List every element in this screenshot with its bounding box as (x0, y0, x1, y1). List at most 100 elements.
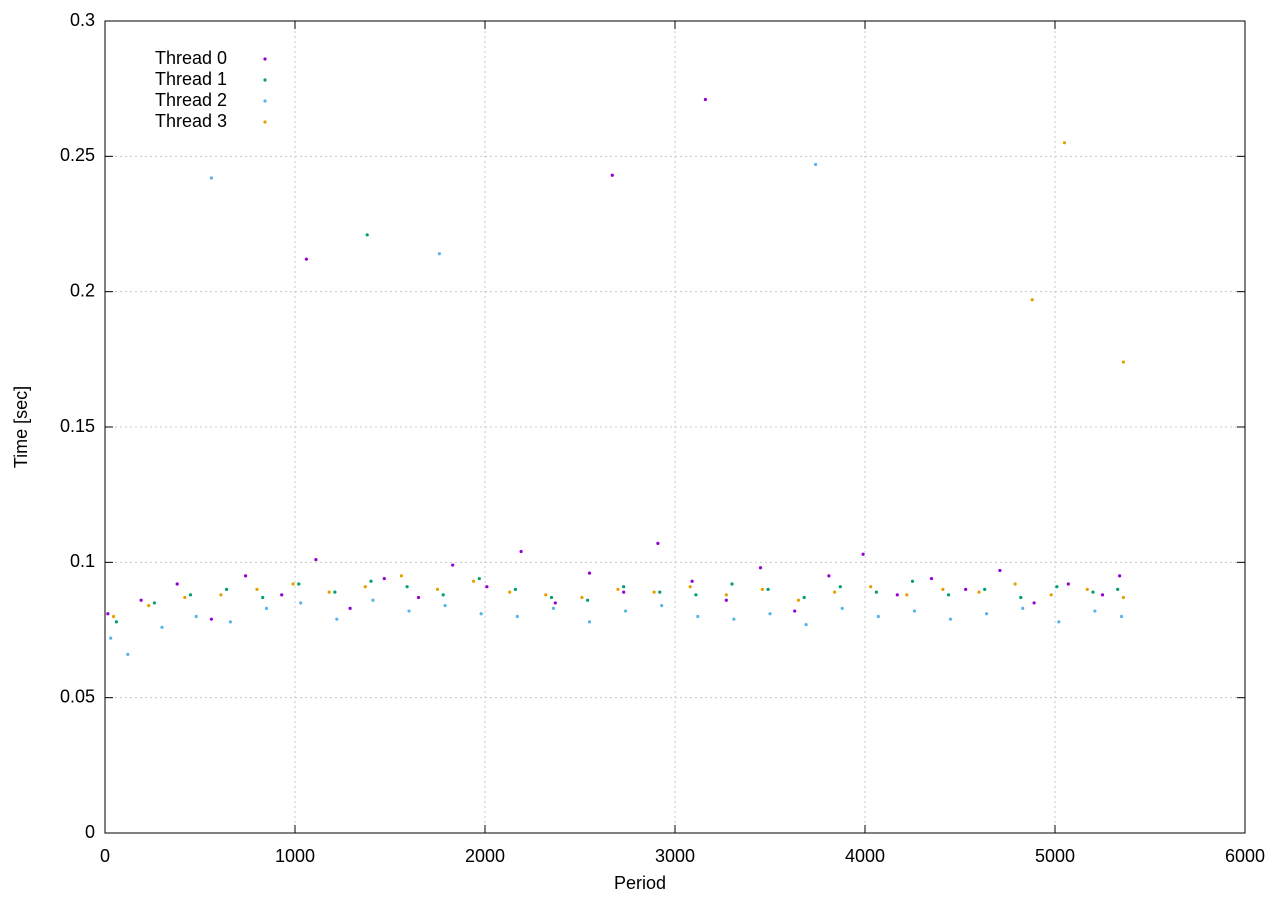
point (299, 601, 303, 605)
point (139, 598, 143, 602)
point (147, 604, 151, 608)
point (876, 614, 880, 619)
point (998, 568, 1002, 573)
point (586, 598, 590, 602)
point (861, 552, 865, 556)
point (985, 612, 989, 616)
point (827, 574, 831, 578)
point (624, 609, 628, 613)
point (814, 162, 818, 167)
legend-label: Thread 2 (155, 90, 227, 110)
point (616, 587, 620, 592)
point (652, 590, 656, 594)
point (1055, 585, 1059, 589)
point (297, 582, 301, 586)
point (219, 593, 223, 597)
point (1100, 593, 1105, 597)
point (544, 593, 548, 597)
point (869, 585, 873, 589)
point (106, 612, 110, 616)
point (802, 595, 806, 600)
point (519, 549, 523, 554)
point (840, 606, 844, 610)
point (1119, 614, 1124, 619)
point (947, 593, 951, 597)
point (910, 579, 915, 583)
legend-marker (263, 120, 267, 124)
x-tick-label: 5000 (1035, 846, 1075, 866)
point (152, 601, 156, 605)
point (280, 593, 284, 597)
point (1057, 620, 1061, 624)
point (261, 595, 265, 600)
point (255, 587, 259, 592)
x-tick-label: 6000 (1225, 846, 1265, 866)
point (964, 587, 968, 592)
point (194, 614, 198, 619)
point (758, 566, 763, 570)
point (441, 593, 445, 597)
y-tick-label: 0.05 (60, 686, 95, 706)
point (114, 620, 118, 624)
point (724, 598, 728, 602)
point (983, 587, 987, 592)
point (656, 541, 660, 545)
x-tick-label: 2000 (465, 846, 505, 866)
point (175, 582, 179, 586)
point (1093, 609, 1097, 613)
point (622, 590, 626, 594)
y-tick-label: 0.2 (70, 280, 95, 300)
y-tick-label: 0.3 (70, 10, 95, 30)
point (304, 257, 308, 261)
point (905, 593, 909, 597)
point (399, 574, 403, 578)
point (1091, 590, 1095, 594)
y-tick-label: 0.25 (60, 145, 95, 165)
legend-marker (263, 78, 267, 82)
point (228, 620, 232, 624)
y-tick-label: 0.1 (70, 551, 95, 571)
point (551, 606, 556, 610)
point (160, 625, 164, 629)
point (941, 587, 945, 592)
point (912, 609, 917, 613)
point (610, 173, 614, 177)
point (1013, 582, 1017, 586)
point (209, 617, 213, 621)
point (382, 576, 386, 581)
point (948, 617, 953, 621)
x-tick-label: 0 (100, 846, 110, 866)
point (513, 587, 518, 592)
legend-label: Thread 1 (155, 69, 227, 89)
point (732, 617, 736, 621)
point (766, 587, 770, 592)
point (515, 614, 519, 619)
point (587, 571, 592, 575)
y-axis-label: Time [sec] (11, 386, 31, 468)
point (660, 604, 664, 608)
point (1116, 587, 1120, 592)
point (622, 585, 626, 589)
legend-marker (263, 57, 267, 61)
point (696, 614, 700, 619)
point (1049, 593, 1053, 597)
point (760, 587, 765, 592)
point (977, 590, 981, 594)
point (485, 585, 489, 589)
point (796, 598, 801, 602)
plot-frame (104, 20, 1246, 834)
point (416, 595, 421, 600)
point (1085, 587, 1089, 592)
point (793, 609, 797, 613)
point (1066, 582, 1070, 586)
point (730, 582, 734, 586)
legend-label: Thread 3 (155, 111, 227, 131)
point (435, 587, 440, 592)
point (508, 590, 512, 594)
point (587, 620, 592, 624)
point (365, 233, 369, 237)
point (1121, 595, 1125, 600)
point (407, 609, 411, 613)
point (833, 590, 837, 594)
